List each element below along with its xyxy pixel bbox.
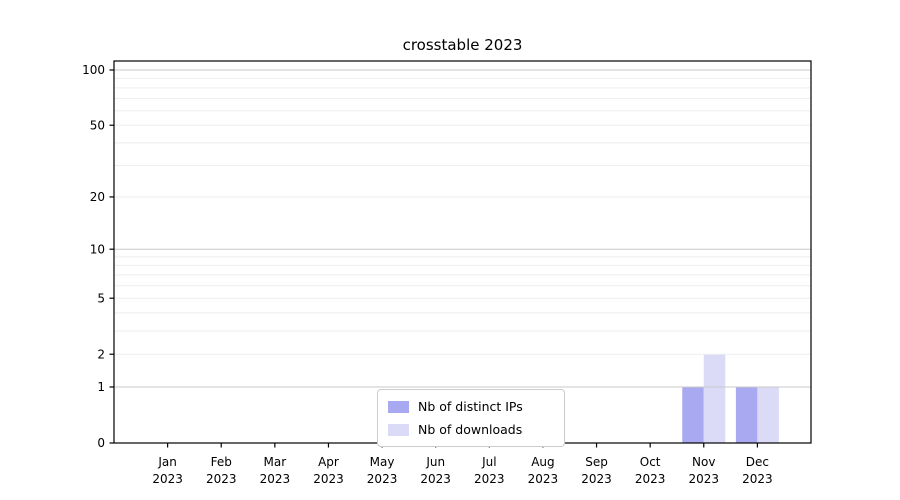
legend: Nb of distinct IPs Nb of downloads — [377, 389, 565, 447]
x-tick-label-month: Jul — [481, 455, 496, 469]
y-tick-label: 0 — [97, 436, 105, 450]
bar-nov-series1 — [703, 354, 726, 443]
x-tick-label-year: 2023 — [635, 472, 666, 486]
legend-label-distinct-ips: Nb of distinct IPs — [418, 399, 523, 414]
legend-item-downloads: Nb of downloads — [388, 419, 554, 440]
y-tick-label: 2 — [97, 347, 105, 361]
legend-label-downloads: Nb of downloads — [418, 422, 523, 437]
x-tick-label-month: Jan — [157, 455, 177, 469]
x-tick-label-year: 2023 — [313, 472, 344, 486]
x-tick-label-year: 2023 — [420, 472, 451, 486]
x-tick-label-month: Mar — [264, 455, 287, 469]
y-tick-label: 20 — [90, 190, 105, 204]
x-tick-label-month: Feb — [211, 455, 232, 469]
bar-nov-series0 — [682, 386, 704, 443]
x-tick-label-year: 2023 — [152, 472, 183, 486]
x-tick-label-month: Jun — [425, 455, 445, 469]
x-tick-label-month: Dec — [746, 455, 769, 469]
y-tick-label: 10 — [90, 242, 105, 256]
y-tick-label: 1 — [97, 380, 105, 394]
y-tick-label: 50 — [90, 118, 105, 132]
bar-dec-series1 — [757, 386, 779, 443]
x-tick-label-month: Nov — [692, 455, 715, 469]
x-tick-label-year: 2023 — [581, 472, 612, 486]
x-tick-label-year: 2023 — [367, 472, 398, 486]
chart-title: crosstable 2023 — [402, 36, 523, 54]
legend-swatch-distinct-ips-icon — [388, 400, 409, 413]
legend-swatch-downloads-icon — [388, 423, 409, 436]
x-tick-label-year: 2023 — [528, 472, 559, 486]
x-tick-label-month: Oct — [640, 455, 661, 469]
legend-item-distinct-ips: Nb of distinct IPs — [388, 396, 554, 417]
x-tick-label-month: May — [370, 455, 395, 469]
y-tick-label: 100 — [82, 63, 105, 77]
bar-dec-series0 — [735, 386, 758, 443]
x-tick-label-year: 2023 — [474, 472, 505, 486]
x-tick-label-year: 2023 — [260, 472, 291, 486]
x-tick-label-month: Aug — [531, 455, 554, 469]
y-tick-label: 5 — [97, 291, 105, 305]
x-tick-label-month: Apr — [318, 455, 339, 469]
x-tick-label-year: 2023 — [742, 472, 773, 486]
x-tick-label-month: Sep — [585, 455, 608, 469]
x-tick-label-year: 2023 — [688, 472, 719, 486]
x-tick-label-year: 2023 — [206, 472, 237, 486]
